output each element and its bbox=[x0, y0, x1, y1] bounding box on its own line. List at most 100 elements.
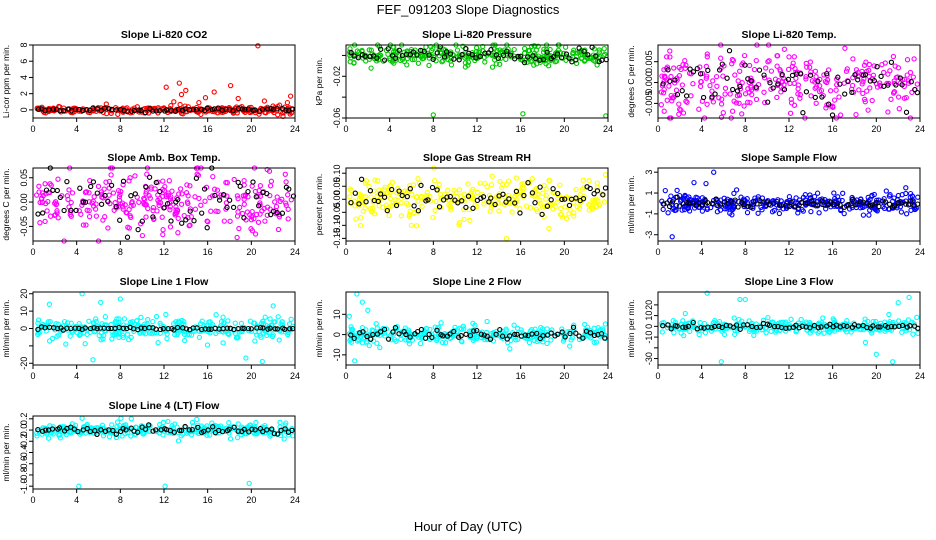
data-point bbox=[164, 335, 170, 342]
data-point bbox=[279, 210, 286, 216]
data-point bbox=[282, 426, 288, 432]
data-point bbox=[214, 187, 221, 193]
data-point bbox=[68, 199, 74, 206]
data-point bbox=[230, 108, 236, 114]
data-point bbox=[753, 84, 759, 90]
data-point bbox=[143, 214, 149, 220]
data-point bbox=[815, 325, 821, 331]
data-point bbox=[911, 321, 917, 327]
data-point bbox=[363, 178, 370, 184]
data-point bbox=[218, 192, 224, 198]
data-point bbox=[521, 50, 528, 56]
data-point bbox=[735, 204, 741, 210]
data-point bbox=[506, 196, 512, 202]
data-point bbox=[871, 78, 877, 84]
data-point bbox=[45, 435, 52, 441]
data-point bbox=[274, 326, 281, 332]
data-point bbox=[835, 194, 841, 200]
data-point bbox=[549, 327, 555, 333]
data-point bbox=[882, 60, 888, 66]
data-point bbox=[503, 56, 509, 63]
data-point bbox=[54, 325, 61, 332]
data-point bbox=[874, 64, 880, 70]
data-point bbox=[356, 201, 362, 207]
data-point bbox=[413, 223, 420, 229]
data-point bbox=[381, 57, 388, 63]
data-points bbox=[658, 42, 920, 121]
data-point bbox=[36, 189, 42, 195]
data-point bbox=[735, 78, 741, 84]
data-point bbox=[788, 316, 794, 322]
panel-9: Slope Line 3 Flow ml/min per min. 0 4 8 12 16 2… bbox=[626, 276, 925, 381]
data-point bbox=[668, 326, 674, 332]
data-point bbox=[496, 208, 502, 214]
data-point bbox=[235, 95, 241, 102]
data-point bbox=[885, 82, 891, 88]
data-point bbox=[600, 192, 606, 198]
data-point bbox=[707, 82, 713, 89]
data-point bbox=[235, 421, 241, 427]
data-point bbox=[737, 68, 743, 74]
data-point bbox=[235, 179, 241, 186]
data-point bbox=[532, 43, 538, 49]
data-point bbox=[242, 106, 248, 112]
data-point bbox=[116, 197, 123, 203]
data-point bbox=[171, 429, 177, 435]
data-point bbox=[140, 330, 146, 336]
x-tick-label: 4 bbox=[74, 124, 79, 134]
x-tick-label: 12 bbox=[159, 124, 169, 134]
data-point bbox=[82, 325, 88, 331]
data-point bbox=[54, 187, 60, 194]
data-point bbox=[264, 166, 270, 173]
data-point bbox=[820, 92, 826, 99]
data-point bbox=[45, 319, 51, 325]
data-point bbox=[456, 187, 463, 193]
data-point bbox=[224, 328, 230, 334]
data-point bbox=[873, 351, 879, 357]
data-point bbox=[660, 90, 667, 96]
data-point bbox=[171, 327, 177, 333]
data-point bbox=[136, 199, 142, 205]
data-point bbox=[358, 193, 365, 199]
data-point bbox=[720, 73, 726, 79]
data-point bbox=[255, 219, 262, 225]
data-points bbox=[34, 43, 296, 120]
data-point bbox=[219, 428, 226, 435]
data-point bbox=[800, 110, 806, 116]
data-point bbox=[204, 225, 210, 231]
data-point bbox=[366, 56, 373, 62]
data-point bbox=[39, 431, 45, 437]
panel-6: Slope Sample Flow ml/min per min. 0 4 8 12 16 2… bbox=[626, 152, 925, 257]
data-point bbox=[666, 203, 673, 210]
data-point bbox=[749, 323, 755, 330]
data-point bbox=[458, 333, 464, 339]
data-point bbox=[384, 190, 391, 196]
data-point bbox=[837, 81, 843, 87]
data-point bbox=[417, 332, 423, 338]
data-point bbox=[465, 62, 471, 68]
data-point bbox=[455, 200, 461, 206]
data-point bbox=[116, 316, 122, 322]
data-point bbox=[804, 200, 811, 206]
data-point bbox=[511, 46, 517, 53]
data-point bbox=[117, 296, 123, 302]
data-point bbox=[594, 185, 600, 191]
data-point bbox=[562, 44, 569, 50]
data-point bbox=[580, 335, 586, 341]
data-point bbox=[134, 318, 140, 324]
panel-title: Slope Gas Stream RH bbox=[423, 152, 531, 164]
data-point bbox=[761, 75, 768, 81]
data-point bbox=[88, 183, 94, 190]
data-point bbox=[481, 201, 487, 207]
data-point bbox=[895, 300, 901, 306]
data-point bbox=[440, 194, 447, 201]
data-point bbox=[862, 316, 868, 322]
data-point bbox=[181, 331, 188, 338]
data-point bbox=[841, 210, 847, 217]
data-point bbox=[749, 320, 755, 326]
data-point bbox=[287, 93, 294, 99]
data-point bbox=[279, 196, 285, 202]
data-point bbox=[819, 94, 825, 100]
x-axis: 0 4 8 12 16 20 24 bbox=[343, 365, 613, 381]
data-point bbox=[231, 424, 237, 430]
